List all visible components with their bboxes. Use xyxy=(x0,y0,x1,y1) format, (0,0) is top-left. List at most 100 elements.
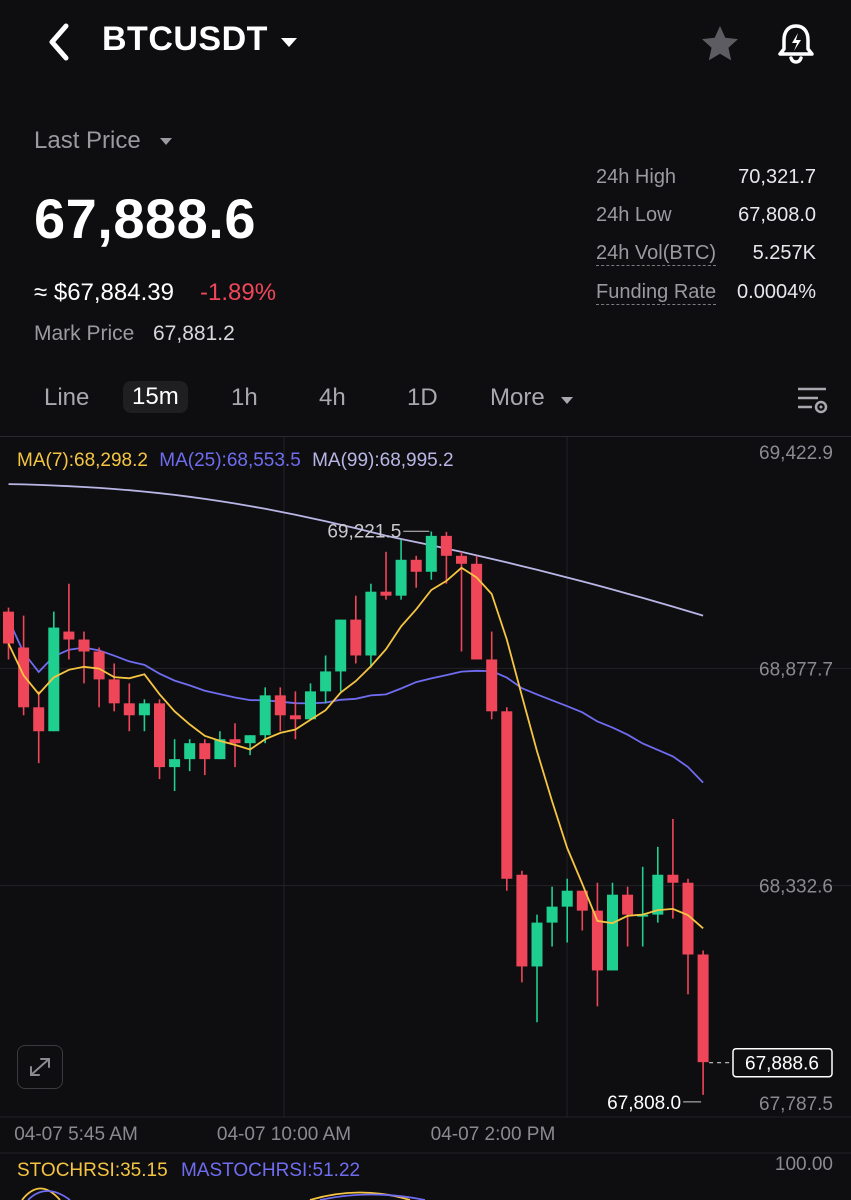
ma25-label: MA(25):68,553.5 xyxy=(159,450,301,471)
mastochrsi-label: MASTOCHRSI:51.22 xyxy=(180,1160,361,1181)
candle-body xyxy=(305,691,316,720)
candle-body xyxy=(244,735,256,744)
candle-body xyxy=(138,703,150,716)
expand-arrows-icon xyxy=(30,1058,50,1076)
star-icon[interactable] xyxy=(698,22,742,66)
candle-body xyxy=(33,707,45,732)
price-axis-label: 68,877.7 xyxy=(759,659,833,680)
tab-1h[interactable]: 1h xyxy=(231,384,258,411)
candle-body xyxy=(3,611,14,644)
current-price-tag: 67,888.6 xyxy=(745,1054,819,1075)
caret-down-icon[interactable] xyxy=(276,29,302,55)
low-price-marker: 67,808.0 xyxy=(607,1093,681,1114)
stat-24h-vol-value: 5.257K xyxy=(752,242,816,264)
candles xyxy=(3,531,709,1095)
caret-down-icon[interactable] xyxy=(158,134,174,148)
price-axis-label: 67,787.5 xyxy=(759,1094,833,1115)
stochrsi-axis-label: 100.00 xyxy=(775,1154,833,1175)
candle-body xyxy=(63,631,75,640)
ma7-line xyxy=(7,566,704,929)
stochrsi-legend: STOCHRSI:35.15 MASTOCHRSI:51.22 xyxy=(17,1160,360,1182)
candle-body xyxy=(93,651,105,680)
change-percent: -1.89% xyxy=(200,279,277,306)
time-axis-label: 04-07 10:00 AM xyxy=(217,1124,351,1145)
approx-usd-value: ≈ $67,884.39 xyxy=(34,279,174,306)
candle-body xyxy=(425,535,437,572)
chart-settings-icon[interactable] xyxy=(796,384,830,416)
candle-body xyxy=(229,739,241,744)
candle-body xyxy=(456,555,467,564)
candle-body xyxy=(154,703,165,768)
candle-body xyxy=(652,874,664,915)
time-axis-label: 04-07 2:00 PM xyxy=(431,1124,556,1145)
candle-body xyxy=(350,619,362,656)
tab-more[interactable]: More xyxy=(490,384,545,411)
candle-body xyxy=(546,906,558,923)
ma7-label: MA(7):68,298.2 xyxy=(17,450,148,471)
top-bar: BTCUSDT xyxy=(0,0,851,90)
stochrsi-d-line xyxy=(319,1193,426,1200)
time-axis-label: 04-07 5:45 AM xyxy=(14,1124,138,1145)
expand-chart-button[interactable] xyxy=(17,1045,63,1089)
ma25-polyline xyxy=(7,619,704,784)
candle-body xyxy=(561,890,573,907)
ma99-polyline xyxy=(8,483,704,617)
candle-body xyxy=(199,743,211,760)
candle-body xyxy=(48,627,60,732)
mark-price-label: Mark Price xyxy=(34,322,135,345)
caret-down-icon[interactable] xyxy=(560,394,574,406)
candle-body xyxy=(335,619,347,672)
candle-body xyxy=(576,890,588,911)
last-price-label[interactable]: Last Price xyxy=(34,127,141,154)
stochrsi-k-line xyxy=(309,1191,411,1200)
ma99-label: MA(99):68,995.2 xyxy=(312,450,454,471)
candle-body xyxy=(274,695,286,716)
ma25-line xyxy=(7,619,704,784)
candle-body xyxy=(78,639,90,652)
candle-body xyxy=(637,914,649,917)
price-alert-bell-icon[interactable] xyxy=(773,20,819,66)
symbol-title[interactable]: BTCUSDT xyxy=(102,20,268,58)
candle-body xyxy=(18,647,30,708)
stochrsi-k-line xyxy=(21,1187,61,1200)
stochrsi-lines xyxy=(21,1187,426,1200)
chart-grid xyxy=(0,437,851,1154)
high-price-marker: 69,221.5 xyxy=(327,521,401,542)
mark-price-value: 67,881.2 xyxy=(153,322,235,345)
candle-body xyxy=(622,894,634,915)
candle-body xyxy=(259,695,271,736)
candle-body xyxy=(410,559,422,572)
candle-body xyxy=(682,882,694,955)
stat-24h-high-value: 70,321.7 xyxy=(738,166,816,188)
stat-24h-low-value: 67,808.0 xyxy=(738,204,816,226)
ma7-polyline xyxy=(7,566,704,929)
candlestick-chart[interactable]: 69,422.9 68,877.7 68,332.6 67,787.5 04-07 5:… xyxy=(0,437,851,1200)
ma-legend: MA(7):68,298.2 MA(25):68,553.5 MA(99):68… xyxy=(17,450,460,472)
stat-24h-low-label: 24h Low xyxy=(596,204,672,226)
candle-body xyxy=(169,759,181,768)
stochrsi-d-line xyxy=(27,1190,71,1200)
tab-15m[interactable]: 15m xyxy=(123,381,188,413)
candle-body xyxy=(440,535,452,556)
candle-body xyxy=(697,954,709,1063)
tab-4h[interactable]: 4h xyxy=(319,384,346,411)
candle-body xyxy=(123,703,135,716)
tab-1d[interactable]: 1D xyxy=(407,384,438,411)
candle-body xyxy=(667,874,679,883)
stochrsi-label: STOCHRSI:35.15 xyxy=(17,1160,168,1181)
current-price-tag-box xyxy=(732,1047,833,1078)
stat-funding-rate-label[interactable]: Funding Rate xyxy=(596,281,717,305)
candle-body xyxy=(471,563,483,660)
tab-line[interactable]: Line xyxy=(44,384,90,411)
candle-body xyxy=(607,894,618,971)
back-arrow-icon[interactable] xyxy=(40,20,80,64)
stat-funding-rate-value: 0.0004% xyxy=(737,281,816,303)
candle-body xyxy=(516,874,528,967)
chart-labels: 69,422.9 68,877.7 68,332.6 67,787.5 04-07 5:… xyxy=(14,443,833,1175)
candle-body xyxy=(108,679,120,704)
candle-body xyxy=(184,743,196,760)
price-axis-label: 68,332.6 xyxy=(759,877,833,898)
candle-body xyxy=(214,739,226,760)
stat-24h-vol-label[interactable]: 24h Vol(BTC) xyxy=(596,242,717,266)
candle-body xyxy=(395,559,407,596)
